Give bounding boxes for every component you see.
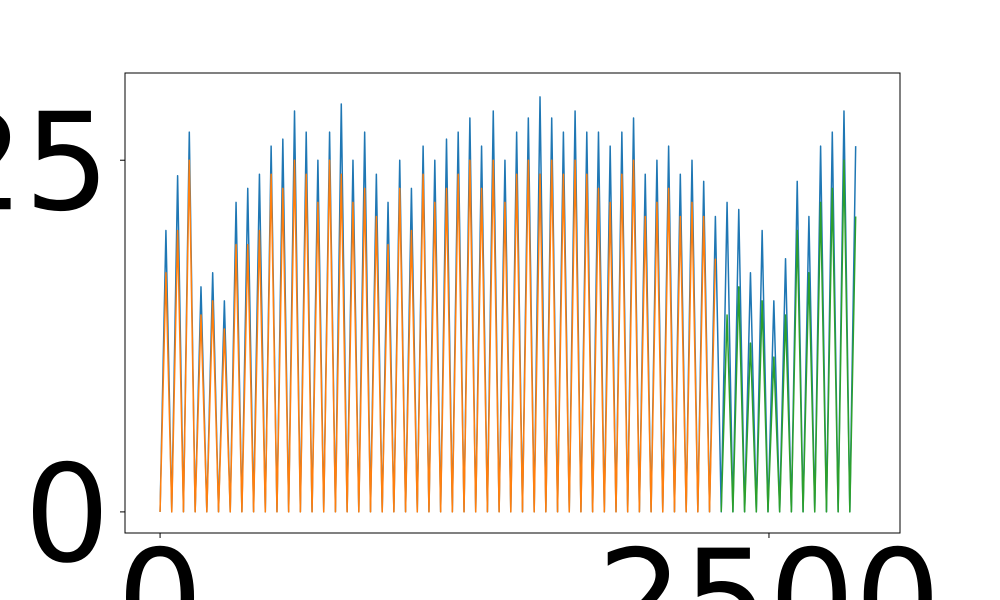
series-line bbox=[720, 159, 857, 513]
y-tick-label: 25 bbox=[0, 84, 110, 241]
x-tick-label: 2500 bbox=[597, 521, 941, 600]
x-tick-label: 0 bbox=[117, 521, 203, 600]
y-tick-label: 0 bbox=[24, 436, 110, 593]
plot-lines bbox=[159, 96, 857, 513]
plot-frame bbox=[124, 72, 901, 534]
series-line bbox=[159, 159, 717, 513]
